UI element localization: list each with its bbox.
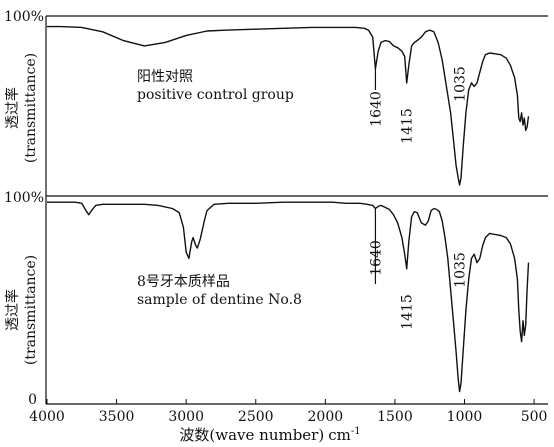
bottom-panel-y-zero-label: 0 xyxy=(28,392,37,408)
x-tick-label: 1500 xyxy=(377,409,413,425)
x-axis-label-unit: cm xyxy=(328,426,351,443)
peak-label-1415: 1415 xyxy=(400,294,416,330)
top-panel-title-en: positive control group xyxy=(137,87,294,103)
spectrum-traces xyxy=(47,25,530,393)
x-tick-label: 500 xyxy=(521,409,548,425)
top-panel-ylabel-cn: 透过率 xyxy=(4,87,21,129)
bottom-panel-title-cn: 8号牙本质样品 xyxy=(137,274,230,290)
x-axis-label-paren: (wave number) xyxy=(209,426,324,443)
x-tick-label: 3500 xyxy=(99,409,135,425)
peak-label-1035: 1035 xyxy=(453,252,469,288)
top-panel-ylabel-en: (transmittance) xyxy=(23,53,39,163)
peak-label-1035: 1035 xyxy=(453,66,469,102)
x-tick-label: 3000 xyxy=(168,409,204,425)
peak-label-1640: 1640 xyxy=(368,240,384,276)
peak-label-1415: 1415 xyxy=(400,108,416,144)
x-axis-ticks: 4000 3500 3000 2500 2000 1500 1000 500 xyxy=(29,399,547,425)
x-axis-label-cn: 波数 xyxy=(179,426,209,443)
x-tick-label: 4000 xyxy=(29,409,65,425)
top-panel-title-cn: 阳性对照 xyxy=(137,69,193,85)
top-panel-y-top-label: 100% xyxy=(4,9,44,25)
x-tick-label: 2000 xyxy=(308,409,344,425)
x-tick-label: 1000 xyxy=(447,409,483,425)
dentine-sample-trace xyxy=(47,201,530,393)
bottom-panel-y-top-label: 100% xyxy=(4,190,44,206)
bottom-panel-ylabel-cn: 透过率 xyxy=(4,289,21,331)
bottom-panel-title-en: sample of dentine No.8 xyxy=(137,292,302,308)
positive-control-trace xyxy=(47,25,530,186)
bottom-panel-ylabel-en: (transmittance) xyxy=(23,255,39,365)
x-axis-label-exp: -1 xyxy=(351,426,361,437)
peak-annotations: 1640 1415 1035 1640 1415 1035 xyxy=(368,66,468,330)
x-axis-label: 波数(wave number) cm-1 xyxy=(179,426,360,443)
x-tick-label: 2500 xyxy=(238,409,274,425)
peak-label-1640: 1640 xyxy=(368,91,384,127)
